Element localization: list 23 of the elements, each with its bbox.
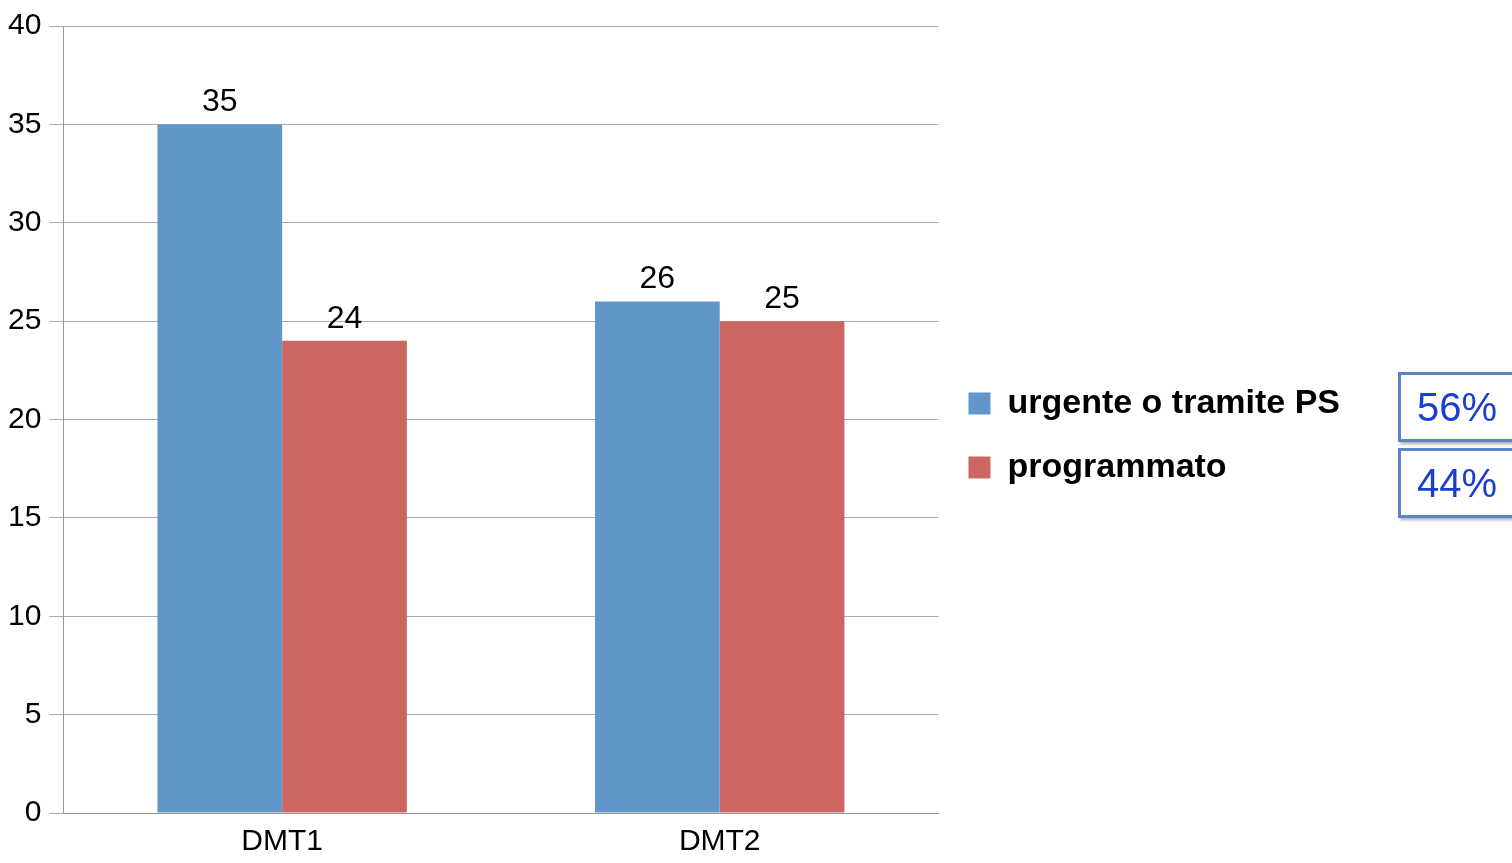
bar bbox=[282, 340, 407, 813]
legend-label: urgente o tramite PS bbox=[1007, 381, 1340, 420]
bar bbox=[595, 301, 720, 813]
y-tick-label: 25 bbox=[7, 302, 42, 336]
data-label: 26 bbox=[639, 259, 676, 296]
y-tick-label: 30 bbox=[7, 204, 42, 238]
y-tick-label: 15 bbox=[7, 499, 42, 533]
x-tick-label: DMT1 bbox=[241, 823, 323, 857]
y-tick-label: 40 bbox=[7, 7, 42, 41]
legend-label: programmato bbox=[1007, 445, 1227, 484]
y-tick-label: 20 bbox=[7, 400, 42, 434]
text: 44% bbox=[1398, 448, 1512, 518]
data-label: 24 bbox=[326, 298, 363, 335]
text: 56% bbox=[1398, 372, 1512, 442]
data-label: 35 bbox=[202, 82, 238, 119]
y-tick-label: 35 bbox=[7, 105, 42, 139]
x-tick-label: DMT2 bbox=[678, 823, 761, 857]
y-tick-label: 0 bbox=[24, 794, 42, 828]
y-tick-label: 5 bbox=[24, 695, 42, 729]
data-label: 25 bbox=[764, 278, 800, 315]
y-tick-label: 10 bbox=[7, 597, 42, 631]
bar bbox=[157, 124, 283, 813]
bar bbox=[719, 321, 845, 813]
